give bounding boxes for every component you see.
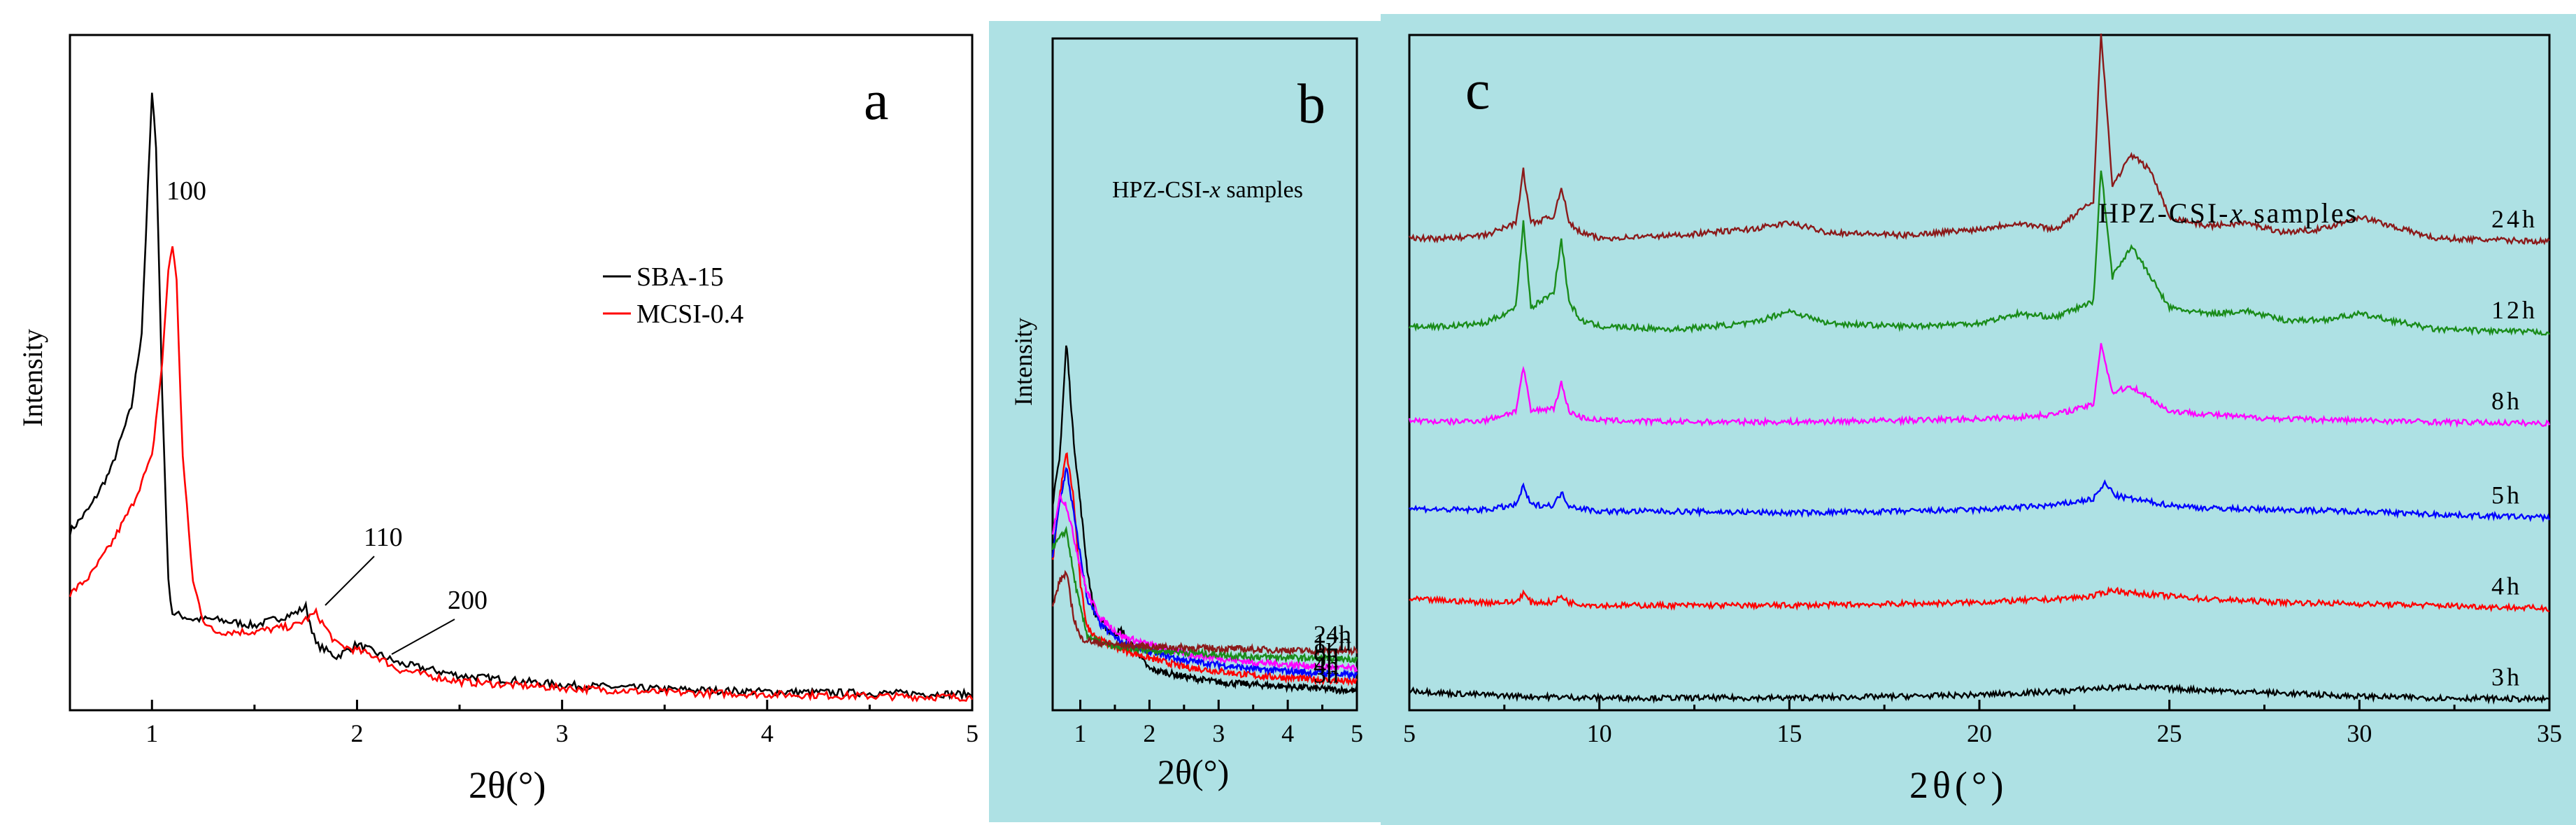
panel-c-xlabel: 2θ(°)	[1909, 764, 2007, 806]
series-line-b-4h	[1051, 452, 1358, 687]
panel-a-ticks: 1 2 3 4 5	[145, 700, 979, 747]
x-tick-label-b-3: 3	[1212, 719, 1225, 747]
panel-c-ticks: 5 10 15 20 25 30 35	[1403, 700, 2562, 747]
series-line-c-24h	[1409, 33, 2550, 246]
series-label-c-3h: 3h	[2491, 663, 2522, 691]
series-label-b-5h: 5h	[1314, 644, 1339, 672]
series-line-c-3h	[1409, 682, 2550, 705]
peak-label-110: 110	[364, 523, 403, 552]
x-tick-label-c-15: 15	[1777, 719, 1802, 747]
panel-c-series	[1408, 33, 2551, 705]
series-label-c-24h: 24h	[2491, 205, 2538, 233]
x-tick-label-a-1: 1	[145, 719, 158, 747]
panel-a-ylabel: Intensity	[17, 329, 48, 427]
panel-b-ticks: 1 2 3 4 5	[1074, 700, 1363, 747]
series-label-b-8h: 8h	[1314, 638, 1339, 666]
x-tick-label-c-5: 5	[1403, 719, 1416, 747]
series-label-c-5h: 5h	[2491, 481, 2522, 509]
panel-a-series	[69, 92, 974, 703]
series-line-c-5h	[1409, 479, 2551, 523]
legend-title-prefix: HPZ-CSI-	[2098, 197, 2230, 229]
series-line-b-5h	[1051, 467, 1358, 680]
x-tick-label-a-2: 2	[350, 719, 363, 747]
x-tick-label-c-30: 30	[2347, 719, 2372, 747]
legend-title-suffix: samples	[1221, 177, 1303, 203]
x-tick-label-a-5: 5	[966, 719, 979, 747]
series-label-b-12h: 12h	[1314, 628, 1351, 656]
series-label-c-4h: 4h	[2491, 572, 2522, 600]
panel-b-xlabel: 2θ(°)	[1158, 752, 1229, 791]
panel-b-series	[1051, 345, 1358, 696]
series-label-c-12h: 12h	[2491, 296, 2538, 324]
series-line-c-4h	[1409, 586, 2550, 613]
panel-c-frame	[1408, 34, 2551, 712]
panel-a-xlabel: 2θ(°)	[469, 764, 546, 806]
series-line-b-12h	[1051, 526, 1358, 665]
panel-b-letter: b	[1297, 73, 1325, 135]
legend-label-mcsi: MCSI-0.4	[636, 299, 743, 329]
panel-b-legend-title: HPZ-CSI-x samples	[1112, 177, 1303, 203]
panel-a-letter: a	[864, 70, 889, 132]
series-line-a-mcsi-0-4	[69, 246, 974, 703]
series-label-b-3h: 3h	[1314, 661, 1339, 689]
peak-pointer-110	[325, 556, 375, 606]
x-tick-label-b-5: 5	[1351, 719, 1363, 747]
panel-a-legend: SBA-15 MCSI-0.4	[603, 262, 743, 329]
legend-title-variable: x	[2229, 197, 2244, 229]
legend-title-suffix: samples	[2244, 197, 2358, 229]
x-tick-label-a-3: 3	[556, 719, 569, 747]
series-line-c-8h	[1408, 343, 2551, 428]
panel-c-series-labels: 3h 4h 5h 8h 12h 24h	[2491, 205, 2538, 691]
x-tick-label-a-4: 4	[761, 719, 774, 747]
legend-title-variable: x	[1209, 177, 1221, 203]
legend-label-sba15: SBA-15	[636, 262, 724, 292]
series-label-c-8h: 8h	[2491, 387, 2522, 415]
series-line-b-24h	[1051, 570, 1358, 657]
panel-b-frame	[1051, 37, 1358, 712]
peak-pointer-200	[391, 619, 455, 655]
panel-b-ylabel: Intensity	[1009, 318, 1037, 406]
x-tick-label-c-20: 20	[1967, 719, 1992, 747]
series-line-c-12h	[1408, 170, 2551, 337]
series-line-b-3h	[1051, 345, 1358, 696]
series-label-b-24h: 24h	[1314, 621, 1351, 649]
legend-title-prefix: HPZ-CSI-	[1112, 177, 1210, 203]
panel-c-legend-title: HPZ-CSI-x samples	[2098, 197, 2358, 229]
peak-label-200: 200	[448, 586, 488, 615]
x-tick-label-c-35: 35	[2537, 719, 2562, 747]
panel-a-frame	[69, 34, 974, 712]
series-label-b-4h: 4h	[1314, 651, 1339, 679]
peak-label-100: 100	[166, 176, 206, 206]
x-tick-label-b-2: 2	[1143, 719, 1155, 747]
x-tick-label-c-10: 10	[1587, 719, 1612, 747]
x-tick-label-c-25: 25	[2157, 719, 2182, 747]
panel-c-letter: c	[1465, 59, 1490, 121]
x-tick-label-b-1: 1	[1074, 719, 1087, 747]
x-tick-label-b-4: 4	[1281, 719, 1294, 747]
